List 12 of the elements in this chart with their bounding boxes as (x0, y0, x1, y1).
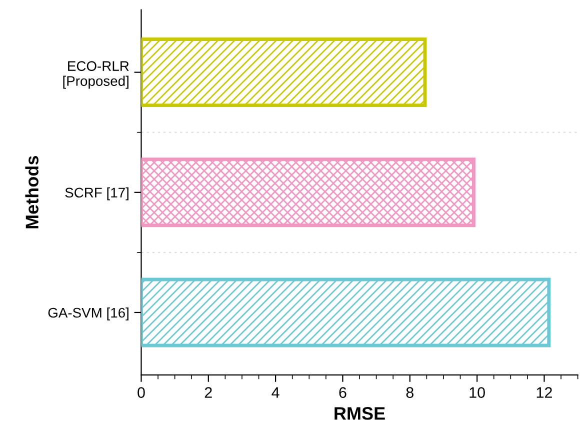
x-tick-label: 2 (204, 387, 212, 398)
x-tick-label: 4 (272, 387, 280, 398)
y-tick-label: ECO-RLR [Proposed] (63, 61, 129, 89)
y-tick-label: SCRF [17] (65, 187, 128, 200)
x-tick-label: 12 (536, 387, 552, 398)
x-axis-title: RMSE (334, 407, 385, 420)
y-tick-label: GA-SVM [16] (48, 307, 128, 320)
x-tick-label: 0 (138, 387, 145, 398)
x-tick-label: 8 (406, 387, 414, 398)
y-axis-title: Methods (25, 156, 38, 228)
x-tick-label: 10 (470, 387, 485, 398)
x-tick-label: 6 (339, 387, 346, 398)
